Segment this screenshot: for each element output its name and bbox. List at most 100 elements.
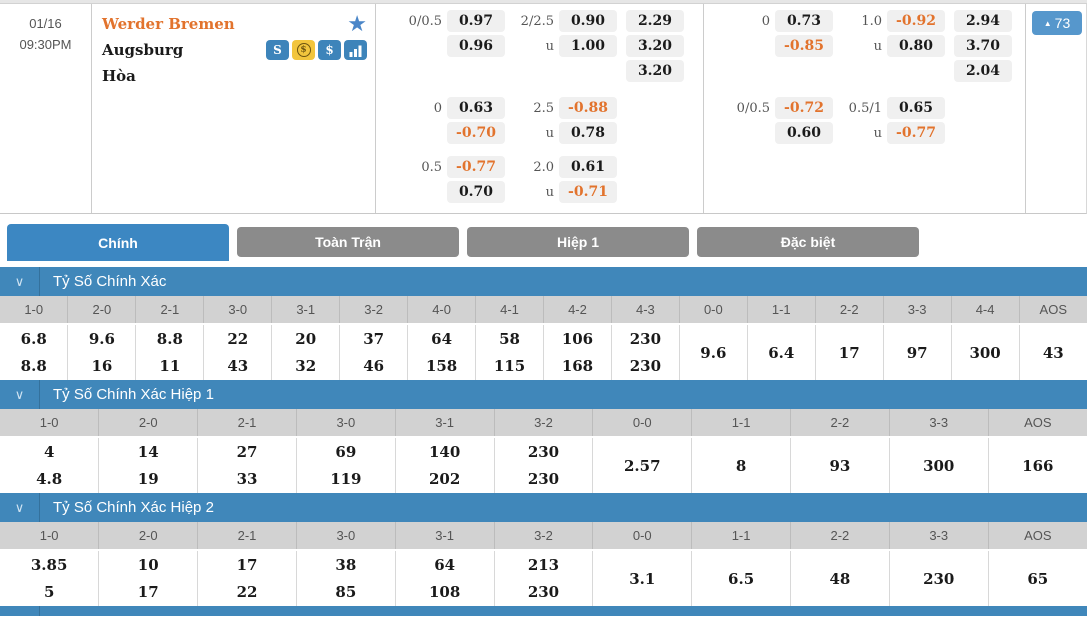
score-odds-cell[interactable]: 22	[203, 324, 272, 352]
score-odds-cell[interactable]: 202	[394, 465, 495, 493]
score-odds-cell[interactable]: 93	[790, 437, 890, 493]
fh-1x2-home-odds[interactable]: 2.94	[954, 10, 1012, 32]
section-header-correct-score-2h[interactable]: ∨ Tỷ Số Chính Xác Hiệp 2	[0, 493, 1087, 522]
score-odds-cell[interactable]: 108	[394, 578, 495, 606]
fh-handicap-away-odds[interactable]: 0.60	[775, 122, 833, 144]
score-odds-cell[interactable]: 97	[882, 324, 952, 380]
ft-over-odds[interactable]: 0.90	[559, 10, 617, 32]
score-odds-cell[interactable]: 213	[493, 550, 593, 578]
score-odds-cell[interactable]: 33	[197, 465, 297, 493]
dollar-icon[interactable]: $	[318, 40, 341, 60]
fh-under-odds[interactable]: 0.80	[887, 35, 945, 57]
score-odds-cell[interactable]: 19	[98, 465, 198, 493]
statistics-icon[interactable]	[344, 40, 367, 60]
ft-handicap-away-odds[interactable]: 0.70	[447, 181, 505, 203]
score-odds-cell[interactable]: 48	[790, 550, 890, 606]
ft-1x2-away-odds[interactable]: 3.20	[626, 35, 684, 57]
chevron-down-icon[interactable]: ∨	[0, 380, 40, 409]
score-odds-cell[interactable]: 16	[67, 352, 136, 380]
score-odds-cell[interactable]: 64	[394, 550, 495, 578]
score-odds-cell[interactable]: 14	[98, 437, 198, 465]
score-odds-cell[interactable]: 3.85	[0, 550, 99, 578]
score-odds-cell[interactable]: 17	[814, 324, 884, 380]
tab-hiep-1[interactable]: Hiệp 1	[467, 227, 689, 257]
score-odds-cell[interactable]: 8.8	[135, 324, 204, 352]
score-odds-cell[interactable]: 20	[271, 324, 340, 352]
score-odds-cell[interactable]: 6.8	[0, 324, 68, 352]
score-odds-cell[interactable]: 4.8	[0, 465, 99, 493]
fh-over-odds[interactable]: 0.65	[887, 97, 945, 119]
ft-handicap-away-odds[interactable]: -0.70	[447, 122, 505, 144]
fh-handicap-away-odds[interactable]: -0.85	[775, 35, 833, 57]
ft-handicap-home-odds[interactable]: 0.97	[447, 10, 505, 32]
score-odds-cell[interactable]: 4	[0, 437, 99, 465]
favorite-star-icon[interactable]: ★	[347, 11, 367, 36]
score-odds-cell[interactable]: 106	[543, 324, 612, 352]
score-odds-cell[interactable]: 230	[888, 550, 989, 606]
score-odds-cell[interactable]: 5	[0, 578, 99, 606]
score-odds-cell[interactable]: 17	[197, 550, 297, 578]
score-odds-cell[interactable]: 230	[610, 352, 680, 380]
score-odds-cell[interactable]: 8	[691, 437, 791, 493]
ft-over-odds[interactable]: -0.88	[559, 97, 617, 119]
score-odds-cell[interactable]: 9.6	[67, 324, 136, 352]
score-odds-cell[interactable]: 168	[543, 352, 612, 380]
ft-1x2-draw-odds[interactable]: 3.20	[626, 60, 684, 82]
fh-1x2-draw-odds[interactable]: 2.04	[954, 60, 1012, 82]
score-odds-cell[interactable]: 3.1	[592, 550, 692, 606]
score-odds-cell[interactable]: 58	[475, 324, 544, 352]
score-odds-cell[interactable]: 115	[475, 352, 544, 380]
fh-1x2-away-odds[interactable]: 3.70	[954, 35, 1012, 57]
more-markets-badge[interactable]: ▲ 73	[1032, 11, 1082, 35]
score-odds-cell[interactable]: 230	[610, 324, 680, 352]
ft-handicap-home-odds[interactable]: 0.63	[447, 97, 505, 119]
tab-dac-biet[interactable]: Đặc biệt	[697, 227, 919, 257]
fh-over-odds[interactable]: -0.92	[887, 10, 945, 32]
ft-under-odds[interactable]: -0.71	[559, 181, 617, 203]
score-odds-cell[interactable]: 158	[407, 352, 476, 380]
ft-under-odds[interactable]: 0.78	[559, 122, 617, 144]
score-odds-cell[interactable]: 230	[493, 578, 593, 606]
section-header-correct-score-1h[interactable]: ∨ Tỷ Số Chính Xác Hiệp 1	[0, 380, 1087, 409]
tab-chinh[interactable]: Chính	[7, 224, 229, 261]
score-odds-cell[interactable]: 38	[295, 550, 396, 578]
fh-under-odds[interactable]: -0.77	[887, 122, 945, 144]
ft-handicap-home-odds[interactable]: -0.77	[447, 156, 505, 178]
score-odds-cell[interactable]: 65	[987, 550, 1087, 606]
chevron-down-icon[interactable]: ∨	[0, 493, 40, 522]
ft-handicap-away-odds[interactable]: 0.96	[447, 35, 505, 57]
score-odds-cell[interactable]: 6.5	[691, 550, 791, 606]
currency-exchange-icon[interactable]: $	[292, 40, 315, 60]
score-odds-cell[interactable]: 64	[407, 324, 476, 352]
next-section-header-partial[interactable]	[0, 606, 1087, 616]
section-header-correct-score[interactable]: ∨ Tỷ Số Chính Xác	[0, 267, 1087, 296]
score-odds-cell[interactable]: 43	[1018, 324, 1087, 380]
score-odds-cell[interactable]: 6.4	[746, 324, 816, 380]
fh-handicap-home-odds[interactable]: -0.72	[775, 97, 833, 119]
ft-1x2-home-odds[interactable]: 2.29	[626, 10, 684, 32]
score-odds-cell[interactable]: 22	[197, 578, 297, 606]
score-odds-cell[interactable]: 27	[197, 437, 297, 465]
score-odds-cell[interactable]: 140	[394, 437, 495, 465]
score-odds-cell[interactable]: 230	[493, 437, 593, 465]
chevron-down-icon[interactable]: ∨	[0, 267, 40, 296]
ft-over-odds[interactable]: 0.61	[559, 156, 617, 178]
tab-toan-tran[interactable]: Toàn Trận	[237, 227, 459, 257]
score-odds-cell[interactable]: 85	[295, 578, 396, 606]
score-odds-cell[interactable]: 300	[888, 437, 989, 493]
bet-slip-icon[interactable]: S	[266, 40, 289, 60]
score-odds-cell[interactable]: 32	[271, 352, 340, 380]
score-odds-cell[interactable]: 2.57	[592, 437, 692, 493]
score-odds-cell[interactable]: 8.8	[0, 352, 68, 380]
score-odds-cell[interactable]: 9.6	[678, 324, 748, 380]
ft-under-odds[interactable]: 1.00	[559, 35, 617, 57]
score-odds-cell[interactable]: 43	[203, 352, 272, 380]
score-odds-cell[interactable]: 11	[135, 352, 204, 380]
score-odds-cell[interactable]: 69	[295, 437, 396, 465]
score-odds-cell[interactable]: 119	[295, 465, 396, 493]
score-odds-cell[interactable]: 166	[987, 437, 1087, 493]
score-odds-cell[interactable]: 300	[950, 324, 1020, 380]
score-odds-cell[interactable]: 10	[98, 550, 198, 578]
score-odds-cell[interactable]: 37	[339, 324, 408, 352]
score-odds-cell[interactable]: 46	[339, 352, 408, 380]
